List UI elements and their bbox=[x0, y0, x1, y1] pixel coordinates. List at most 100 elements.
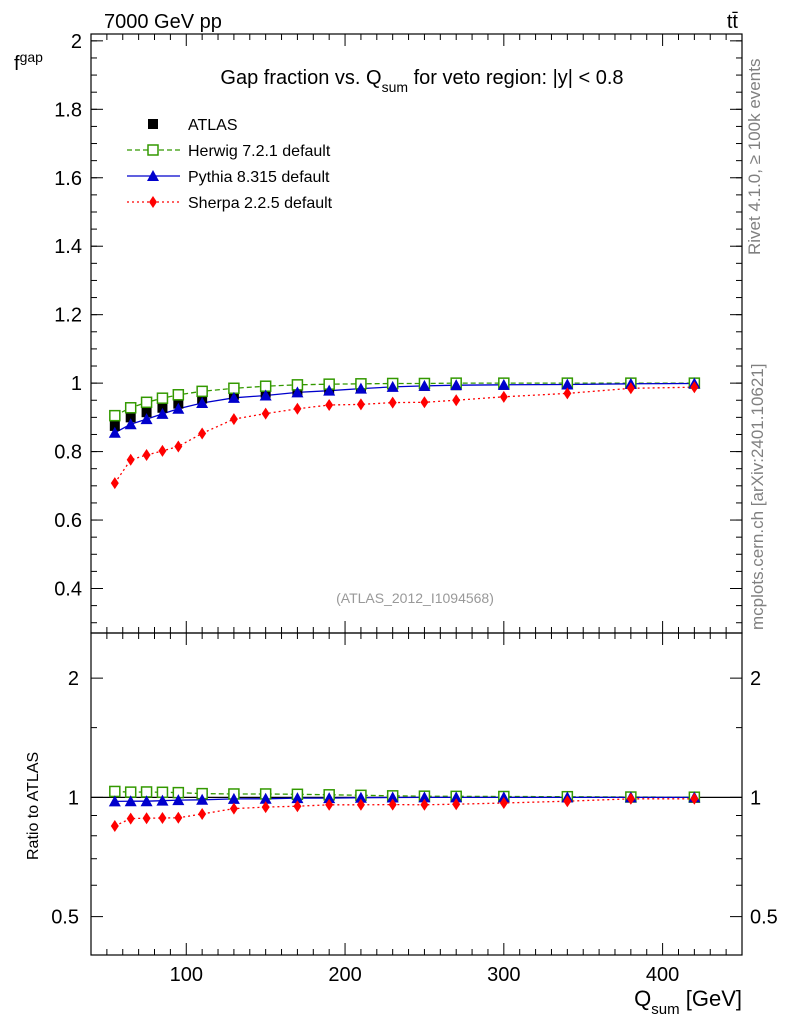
main-point-sherpa bbox=[452, 394, 461, 407]
legend: ATLAS Herwig 7.2.1 default Pythia 8.315 de… bbox=[127, 117, 333, 212]
main-point-herwig bbox=[196, 385, 208, 398]
ratio-point-sherpa bbox=[388, 798, 397, 811]
ratio-point-sherpa bbox=[229, 802, 238, 815]
ratio-point-sherpa bbox=[626, 792, 635, 805]
main-point-herwig bbox=[156, 392, 169, 404]
mcplots-label: mcplots.cern.ch [arXiv:2401.10621] bbox=[748, 364, 767, 630]
ratio-point-sherpa bbox=[110, 819, 119, 832]
y-tick-label: 2 bbox=[71, 31, 82, 53]
main-point-atlas bbox=[141, 407, 152, 418]
main-point-pythia bbox=[386, 380, 399, 392]
main-point-sherpa bbox=[261, 407, 270, 420]
main-point-pythia bbox=[291, 386, 304, 398]
ratio-point-pythia bbox=[259, 792, 272, 804]
main-point-pythia bbox=[140, 413, 153, 425]
ratio-point-sherpa bbox=[356, 798, 365, 811]
main-point-sherpa bbox=[174, 440, 183, 453]
main-point-atlas bbox=[157, 402, 168, 413]
rivet-version-label: Rivet 4.1.0, ≥ 100k events bbox=[745, 59, 764, 255]
ratio-y-tick-label-right: 0.5 bbox=[750, 907, 778, 929]
x-tick-label: 300 bbox=[487, 964, 520, 986]
ratio-point-pythia bbox=[140, 795, 153, 807]
main-point-sherpa bbox=[158, 444, 167, 457]
main-point-sherpa bbox=[229, 413, 238, 426]
ratio-point-sherpa bbox=[158, 812, 167, 825]
main-point-pythia bbox=[124, 418, 137, 430]
main-point-atlas bbox=[109, 420, 120, 431]
main-point-pythia bbox=[227, 391, 240, 403]
ratio-point-pythia bbox=[323, 792, 336, 804]
ratio-point-sherpa bbox=[452, 798, 461, 811]
y-tick-label: 1 bbox=[71, 373, 82, 395]
main-point-herwig bbox=[140, 396, 153, 409]
ratio-point-pythia bbox=[497, 791, 510, 803]
ratio-panel: 100 200 300 400 0.5 0.5 1 1 2 2 Ratio to ATLAS Qs… bbox=[25, 632, 778, 1018]
ratio-point-pythia bbox=[386, 791, 399, 803]
legend-marker-atlas bbox=[148, 119, 158, 129]
ratio-point-pythia bbox=[450, 791, 463, 803]
y-tick-label: 0.8 bbox=[54, 442, 82, 464]
main-point-herwig bbox=[228, 382, 240, 395]
x-tick-label: 100 bbox=[170, 964, 203, 986]
x-tick-label: 200 bbox=[328, 964, 361, 986]
y-tick-label: 0.6 bbox=[54, 510, 82, 532]
ratio-point-pythia bbox=[291, 792, 304, 804]
ratio-point-sherpa bbox=[198, 807, 207, 820]
main-y-axis-label: fgap bbox=[14, 49, 43, 75]
main-point-pythia bbox=[156, 407, 169, 419]
main-point-sherpa bbox=[690, 381, 699, 394]
ratio-point-pythia bbox=[196, 793, 209, 805]
main-point-herwig bbox=[172, 389, 185, 401]
main-point-herwig bbox=[109, 409, 121, 422]
main-point-sherpa bbox=[356, 398, 365, 411]
ratio-point-pythia bbox=[227, 792, 240, 804]
ratio-point-sherpa bbox=[499, 796, 508, 809]
ratio-point-sherpa bbox=[174, 811, 183, 824]
main-point-pythia bbox=[108, 426, 121, 438]
energy-label: 7000 GeV pp bbox=[104, 11, 222, 33]
main-point-herwig bbox=[124, 402, 137, 414]
main-panel: 0.4 0.6 0.8 1 1.2 1.4 1.6 1.8 2 Gap fraction vs.… bbox=[14, 31, 743, 634]
ratio-point-sherpa bbox=[690, 792, 699, 805]
legend-marker-herwig bbox=[147, 144, 159, 156]
main-point-sherpa bbox=[388, 396, 397, 409]
main-point-pythia bbox=[354, 382, 367, 394]
ratio-y-tick-label: 0.5 bbox=[51, 907, 79, 929]
ratio-point-herwig bbox=[109, 785, 121, 798]
ratio-point-sherpa bbox=[420, 798, 429, 811]
main-point-sherpa bbox=[110, 477, 119, 490]
main-point-sherpa bbox=[499, 390, 508, 403]
ratio-point-sherpa bbox=[563, 795, 572, 808]
ratio-point-sherpa bbox=[142, 812, 151, 825]
main-point-sherpa bbox=[563, 387, 572, 400]
main-point-sherpa bbox=[126, 453, 135, 466]
ratio-y-tick-label: 2 bbox=[68, 668, 79, 690]
x-axis-label: Qsum [GeV] bbox=[634, 986, 742, 1018]
process-label: tt̄ bbox=[727, 11, 739, 33]
main-point-sherpa bbox=[420, 396, 429, 409]
legend-marker-sherpa bbox=[149, 196, 157, 208]
legend-label-herwig: Herwig 7.2.1 default bbox=[188, 143, 331, 160]
main-point-pythia bbox=[172, 402, 185, 414]
ratio-point-pythia bbox=[172, 794, 185, 806]
y-tick-label: 1.8 bbox=[54, 99, 82, 121]
main-point-sherpa bbox=[293, 402, 302, 415]
x-tick-label: 400 bbox=[646, 964, 679, 986]
ratio-point-pythia bbox=[354, 791, 367, 803]
y-tick-label: 0.4 bbox=[54, 579, 82, 601]
main-point-atlas bbox=[125, 412, 136, 423]
main-point-sherpa bbox=[626, 382, 635, 395]
main-point-sherpa bbox=[325, 399, 334, 412]
ratio-y-tick-label: 1 bbox=[68, 787, 79, 809]
ratio-point-pythia bbox=[124, 795, 137, 807]
main-point-pythia bbox=[418, 379, 431, 391]
ratio-point-pythia bbox=[418, 791, 431, 803]
ratio-point-sherpa bbox=[261, 801, 270, 814]
ratio-y-tick-label-right: 2 bbox=[750, 668, 761, 690]
main-point-sherpa bbox=[142, 449, 151, 462]
legend-marker-pythia bbox=[147, 170, 159, 181]
main-point-sherpa bbox=[198, 427, 207, 440]
ratio-point-sherpa bbox=[126, 812, 135, 825]
main-point-pythia bbox=[196, 396, 209, 408]
